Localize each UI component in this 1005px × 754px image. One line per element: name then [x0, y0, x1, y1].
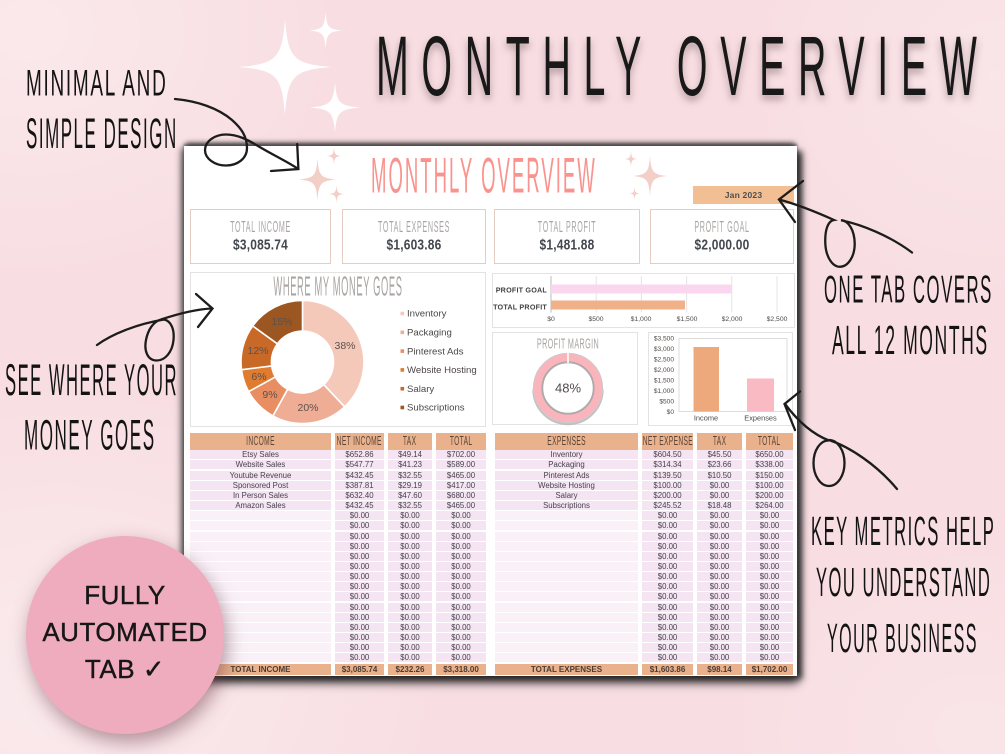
svg-text:$2,500: $2,500 [767, 316, 788, 323]
svg-text:$3,500: $3,500 [654, 336, 675, 343]
svg-text:$0: $0 [547, 316, 555, 323]
svg-text:Website Hosting: Website Hosting [407, 365, 477, 376]
svg-text:$1,500: $1,500 [677, 316, 698, 323]
svg-text:9%: 9% [262, 389, 277, 401]
svg-text:$500: $500 [659, 398, 674, 405]
svg-text:12%: 12% [247, 345, 268, 357]
svg-text:$1,000: $1,000 [631, 316, 652, 323]
svg-text:38%: 38% [334, 340, 355, 352]
svg-text:Packaging: Packaging [407, 328, 452, 339]
svg-text:$0: $0 [667, 409, 675, 416]
svg-text:$2,000: $2,000 [722, 316, 743, 323]
svg-text:$3,000: $3,000 [654, 346, 675, 353]
svg-text:Subscriptions: Subscriptions [407, 403, 465, 414]
svg-text:TOTAL PROFIT: TOTAL PROFIT [493, 303, 547, 312]
svg-text:$2,500: $2,500 [654, 357, 675, 364]
svg-text:Inventory: Inventory [407, 309, 447, 320]
svg-text:Pinterest Ads: Pinterest Ads [407, 346, 464, 357]
svg-text:48%: 48% [555, 381, 581, 396]
svg-text:$500: $500 [588, 316, 603, 323]
svg-text:15%: 15% [271, 316, 292, 328]
svg-text:Expenses: Expenses [744, 414, 777, 423]
svg-text:PROFIT GOAL: PROFIT GOAL [496, 286, 548, 295]
svg-text:6%: 6% [251, 371, 266, 383]
svg-text:$1,000: $1,000 [654, 388, 675, 395]
svg-text:20%: 20% [297, 402, 318, 414]
svg-text:Income: Income [694, 414, 718, 423]
svg-text:Salary: Salary [407, 384, 434, 395]
svg-text:$1,500: $1,500 [654, 378, 675, 385]
svg-text:$2,000: $2,000 [654, 367, 675, 374]
